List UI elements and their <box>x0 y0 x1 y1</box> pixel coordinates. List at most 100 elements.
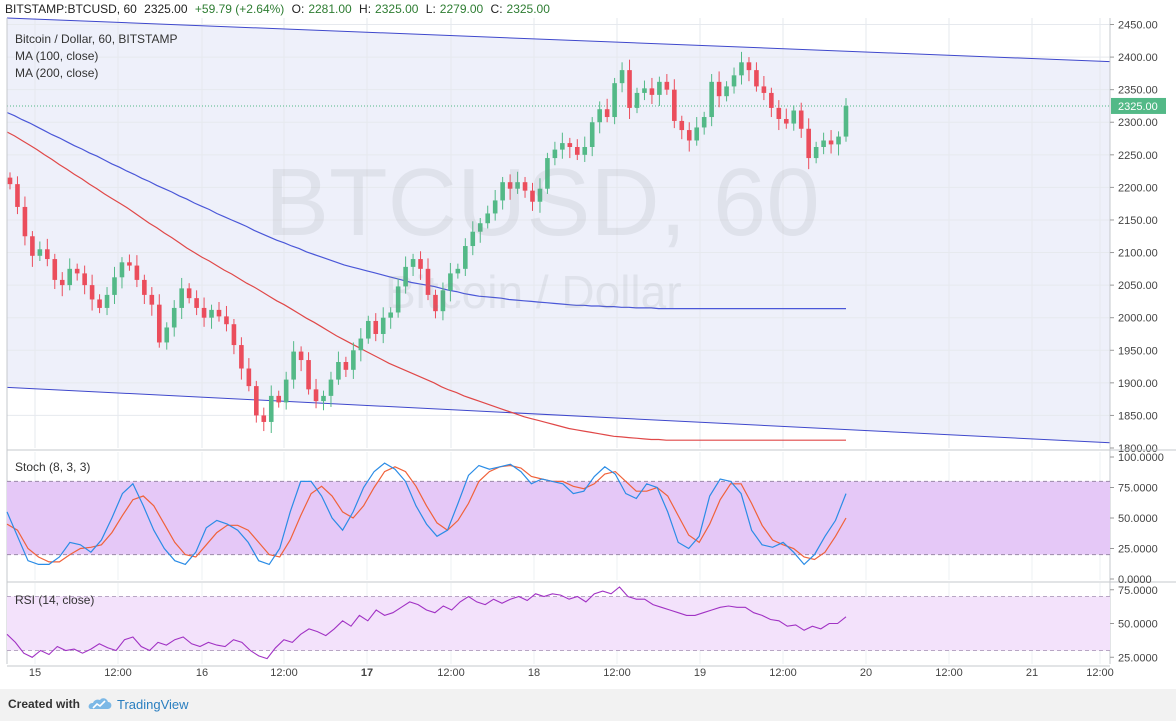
candle-body <box>104 294 110 308</box>
candle-body <box>560 143 565 150</box>
time-tick-label: 12:00 <box>935 667 963 679</box>
stoch-title[interactable]: Stoch (8, 3, 3) <box>15 460 91 474</box>
open-label: O: <box>291 2 305 16</box>
price-tick-label: 1900.00 <box>1118 378 1158 390</box>
price-tick-label: 2150.00 <box>1118 215 1158 227</box>
candle-body <box>261 415 267 422</box>
candle-body <box>567 143 573 147</box>
tradingview-brand[interactable]: TradingView <box>117 697 189 712</box>
candle-body <box>739 62 744 76</box>
candle-body <box>664 81 670 90</box>
high-value: 2325.00 <box>375 2 419 16</box>
price-tick-label: 2250.00 <box>1118 150 1158 162</box>
candle-body <box>194 298 199 308</box>
candle-body <box>231 324 237 346</box>
price-chart[interactable]: 2450.00 2400.00 2350.00 2300.00 2250.00 2200.… <box>0 0 1176 689</box>
symbol-name[interactable]: BITSTAMP:BTCUSD, 60 <box>5 2 137 16</box>
candle-body <box>821 140 826 147</box>
candle-body <box>500 182 505 201</box>
time-tick-label: 12:00 <box>769 667 797 679</box>
tradingview-logo-icon[interactable] <box>88 696 112 715</box>
legend-ma200[interactable]: MA (200, close) <box>15 66 99 80</box>
candle-body <box>365 320 371 339</box>
footer: Created with TradingView <box>0 689 1176 721</box>
time-tick-label: 12:00 <box>1086 667 1114 679</box>
time-tick-label: 16 <box>196 667 208 679</box>
candle-body <box>119 262 125 278</box>
last-price-badge <box>1111 97 1166 114</box>
price-tick-label: 1850.00 <box>1118 410 1158 422</box>
time-tick-label: 20 <box>860 667 872 679</box>
candle-body <box>186 288 192 299</box>
candle-body <box>485 213 491 224</box>
candle-body <box>657 81 662 95</box>
candle-body <box>410 259 416 267</box>
candle-body <box>574 147 580 155</box>
stoch-d-line <box>6 464 847 563</box>
candle-body <box>343 362 349 370</box>
candle-body <box>507 182 513 189</box>
candle-body <box>134 265 140 280</box>
stoch-tick-label: 75.0000 <box>1118 483 1158 495</box>
candle-body <box>351 350 356 370</box>
low-value: 2279.00 <box>439 2 484 16</box>
candle-body <box>171 307 177 328</box>
candle-body <box>694 127 700 141</box>
candle-body <box>328 379 334 396</box>
candle-body <box>112 277 117 295</box>
candle-body <box>30 236 35 256</box>
candle-body <box>164 327 170 343</box>
main-legend: Bitcoin / Dollar, 60, BITSTAMP MA (100, … <box>15 31 178 82</box>
candle-body <box>306 360 311 390</box>
rsi-title[interactable]: RSI (14, close) <box>15 593 95 607</box>
candle-body <box>798 110 804 129</box>
rsi-tick-label: 25.0000 <box>1118 652 1158 664</box>
stoch-tick-label: 50.0000 <box>1118 513 1158 525</box>
candle-body <box>828 140 834 145</box>
candle-body <box>74 268 80 274</box>
candle-body <box>373 320 379 334</box>
candle-body <box>224 316 229 325</box>
price-tick-label: 2350.00 <box>1118 85 1158 97</box>
candle-body <box>52 259 58 280</box>
ma100-line <box>6 131 846 441</box>
candle-body <box>709 81 714 118</box>
price-tick-label: 2200.00 <box>1118 182 1158 194</box>
candle-body <box>492 200 498 214</box>
candle-body <box>612 83 617 118</box>
candle-body <box>246 368 252 387</box>
candle-body <box>127 262 132 266</box>
candle-body <box>298 351 304 361</box>
stoch-k-line <box>6 462 847 566</box>
candle-body <box>239 345 244 369</box>
candle-body <box>321 395 326 402</box>
candle-body <box>455 268 461 274</box>
candle-body <box>619 70 625 84</box>
time-tick-label: 12:00 <box>603 667 631 679</box>
low-label: L: <box>425 2 436 16</box>
stoch-band <box>7 481 1110 555</box>
candle-body <box>418 259 423 269</box>
candle-body <box>761 86 767 93</box>
candle-body <box>806 128 811 159</box>
candle-body <box>463 246 468 269</box>
candle-body <box>522 182 528 191</box>
candle-body <box>283 379 289 403</box>
candle-body <box>679 120 685 131</box>
candle-body <box>15 184 20 207</box>
last-price-badge-label: 2325.00 <box>1118 101 1158 113</box>
time-tick-label: 12:00 <box>437 667 465 679</box>
rsi-legend: RSI (14, close) <box>15 592 94 609</box>
candle-body <box>433 294 438 312</box>
candle-body <box>179 288 184 308</box>
legend-ma100[interactable]: MA (100, close) <box>15 49 99 63</box>
last-price: 2325.00 <box>144 2 188 16</box>
price-tick-label: 2450.00 <box>1118 20 1158 32</box>
candle-body <box>597 109 602 123</box>
candle-body <box>149 294 155 305</box>
candle-body <box>769 92 774 108</box>
close-label: C: <box>490 2 503 16</box>
candle-body <box>291 351 296 380</box>
rsi-line <box>6 586 847 660</box>
candle-body <box>448 273 453 291</box>
